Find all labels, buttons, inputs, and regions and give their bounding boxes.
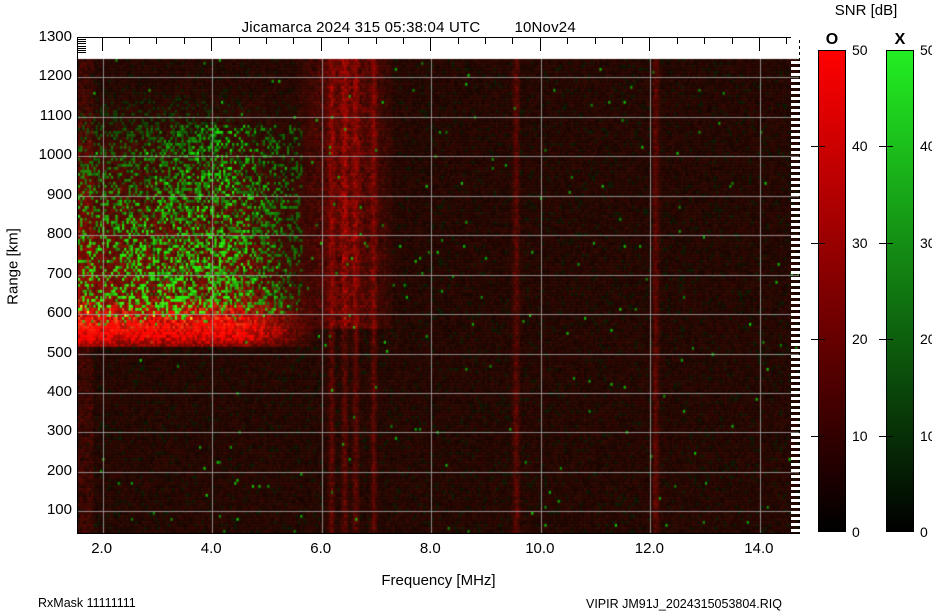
colorbar-o-tick-0: 0 [852, 524, 860, 540]
y-tick-600: 600 [46, 304, 72, 322]
colorbar-tick-mark [818, 146, 825, 148]
y-tick-1200: 1200 [38, 67, 72, 85]
y-tick-100: 100 [46, 501, 72, 519]
x-tick-8.0: 8.0 [419, 540, 441, 557]
colorbar-tick-mark [886, 146, 893, 148]
y-tick-500: 500 [46, 343, 72, 361]
colorbar-x-tick-40: 40 [920, 138, 932, 155]
title-date: 10Nov24 [514, 19, 576, 36]
x-tick-14.0: 14.0 [744, 540, 774, 557]
ionogram-plot[interactable] [77, 37, 800, 534]
colorbar-tick-mark [818, 435, 825, 437]
y-axis-tick-labels: 1300 1200 1100 1000 900 800 700 600 500 400 300 200… [0, 29, 72, 534]
ionogram-heatmap-canvas[interactable] [78, 38, 799, 533]
colorbar-x-tick-50: 50 [920, 42, 932, 58]
title-station-time: Jicamarca 2024 315 05:38:04 UTC [241, 19, 481, 36]
colorbar-o-tick-10: 10 [852, 427, 868, 444]
y-tick-900: 900 [46, 185, 72, 203]
colorbar-x-tick-30: 30 [920, 234, 932, 251]
colorbar-tick-mark [811, 242, 818, 244]
colorbar-tick-mark [879, 242, 886, 244]
colorbar-o-gradient [818, 50, 846, 532]
x-tick-2.0: 2.0 [91, 540, 113, 557]
y-tick-800: 800 [46, 225, 72, 243]
colorbar-tick-mark [886, 242, 893, 244]
y-tick-200: 200 [46, 461, 72, 479]
x-tick-10.0: 10.0 [525, 540, 555, 557]
colorbar-o-label: O [825, 31, 839, 48]
colorbar-o-tick-30: 30 [852, 234, 868, 251]
colorbar-x-gradient [886, 50, 914, 532]
datafile-label: VIPIR JM91J_2024315053804.RIQ [586, 597, 782, 611]
colorbar-o-tick-50: 50 [852, 42, 868, 58]
y-tick-400: 400 [46, 383, 72, 400]
x-tick-4.0: 4.0 [200, 540, 222, 557]
colorbar-x-tick-20: 20 [920, 331, 932, 348]
colorbar-tick-mark [886, 435, 893, 437]
x-tick-6.0: 6.0 [310, 540, 332, 557]
colorbar-x-tick-0: 0 [920, 524, 928, 540]
rxmask-label: RxMask 11111111 [38, 596, 136, 610]
colorbar-tick-mark [818, 339, 825, 341]
colorbar-x-label: X [894, 31, 906, 48]
colorbar-tick-mark [879, 435, 886, 437]
colorbar-tick-mark [811, 146, 818, 148]
colorbar-tick-mark [818, 242, 825, 244]
page-title: Jicamarca 2024 315 05:38:04 UTC 10Nov24 [0, 2, 800, 53]
x-tick-12.0: 12.0 [634, 540, 664, 557]
x-axis-title: Frequency [MHz] [381, 572, 496, 589]
colorbar-tick-mark [886, 339, 893, 341]
y-tick-300: 300 [46, 422, 72, 440]
colorbar-x-tick-10: 10 [920, 427, 932, 444]
colorbar-tick-mark [811, 435, 818, 437]
colorbar-o-tick-20: 20 [852, 331, 868, 348]
y-tick-1000: 1000 [38, 146, 72, 164]
colorbar-title: SNR [dB] [834, 2, 898, 19]
colorbar-o-tick-40: 40 [852, 138, 868, 155]
y-tick-1100: 1100 [39, 106, 72, 124]
y-tick-700: 700 [46, 264, 72, 282]
y-tick-1300: 1300 [38, 28, 72, 45]
colorbar-tick-mark [879, 146, 886, 148]
x-axis-tick-labels: 2.0 4.0 6.0 8.0 10.0 12.0 14.0 [77, 540, 800, 562]
colorbar-tick-mark [811, 339, 818, 341]
colorbar-tick-mark [879, 339, 886, 341]
